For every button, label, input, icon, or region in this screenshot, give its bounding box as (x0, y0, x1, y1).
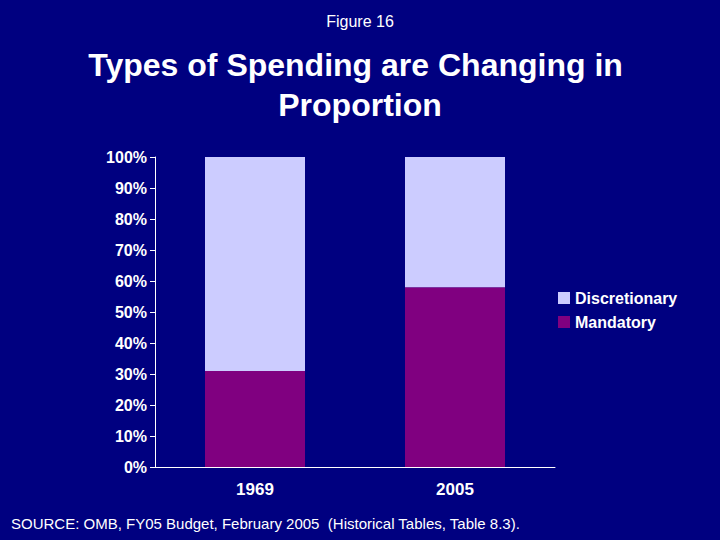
svg-text:10%: 10% (115, 428, 147, 445)
svg-text:80%: 80% (115, 211, 147, 228)
svg-text:30%: 30% (115, 366, 147, 383)
svg-text:1969: 1969 (236, 480, 274, 499)
svg-text:50%: 50% (115, 304, 147, 321)
svg-text:Proportion: Proportion (278, 87, 442, 123)
svg-text:Figure 16: Figure 16 (326, 13, 394, 30)
svg-text:40%: 40% (115, 335, 147, 352)
svg-text:70%: 70% (115, 242, 147, 259)
svg-text:Types of Spending are Changing: Types of Spending are Changing in (88, 47, 631, 83)
svg-text:90%: 90% (115, 180, 147, 197)
svg-text:Discretionary: Discretionary (575, 290, 677, 307)
svg-text:100%: 100% (106, 149, 147, 166)
svg-text:20%: 20% (115, 397, 147, 414)
svg-text:2005: 2005 (436, 480, 474, 499)
svg-text:Mandatory: Mandatory (575, 314, 656, 331)
svg-text:60%: 60% (115, 273, 147, 290)
svg-text:SOURCE: OMB, FY05 Budget, Febr: SOURCE: OMB, FY05 Budget, February 2005 … (11, 515, 520, 532)
svg-text:0%: 0% (124, 459, 147, 476)
